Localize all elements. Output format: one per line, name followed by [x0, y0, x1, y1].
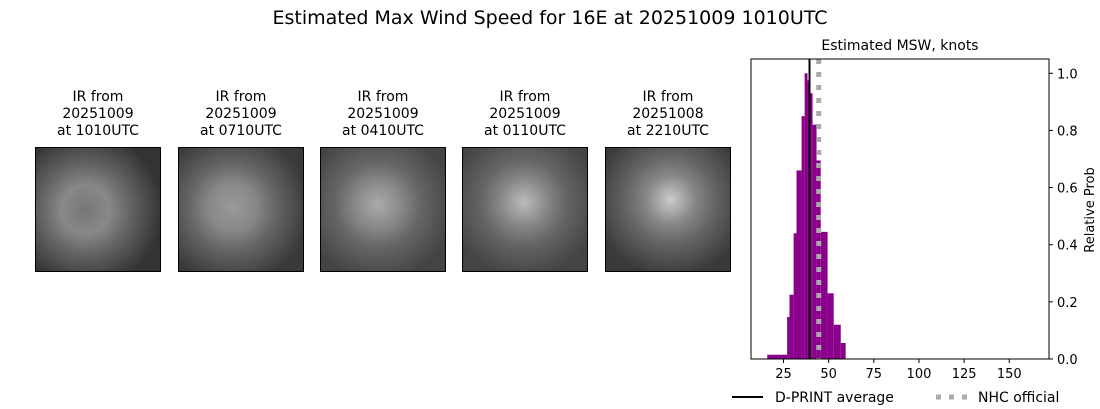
y-tick-label: 0.2 [1057, 296, 1078, 311]
histogram-bar [804, 73, 808, 360]
y-tick-label: 0.6 [1057, 182, 1078, 197]
histogram-bar [801, 116, 805, 360]
x-tick-label: 25 [775, 367, 792, 382]
ir-panel-title-line3: at 0410UTC [342, 123, 424, 139]
chart-title: Estimated MSW, knots [821, 38, 978, 54]
ir-satellite-image [605, 147, 731, 272]
x-tick-label: 100 [907, 367, 932, 382]
ir-panel-title-line3: at 0710UTC [200, 123, 282, 139]
x-tick-label: 125 [952, 367, 977, 382]
ir-satellite-image [35, 147, 161, 272]
y-axis-label: Relative Prob [1083, 167, 1098, 252]
ir-panel-title-line1: IR from [499, 89, 551, 105]
ir-panel: IR from 20251009 at 0710UTC [178, 89, 304, 272]
histogram-bar [787, 317, 790, 359]
ir-panel: IR from 20251009 at 1010UTC [35, 89, 161, 272]
ir-panel-title-line3: at 1010UTC [57, 123, 139, 139]
x-tick-label: 75 [866, 367, 883, 382]
ir-panel: IR from 20251009 at 0410UTC [320, 89, 446, 272]
ir-panel-title-line2: 20251009 [205, 106, 277, 122]
histogram-bar [796, 170, 802, 359]
ir-panel-title-line3: at 0110UTC [484, 123, 566, 139]
y-tick-label: 0.0 [1057, 353, 1078, 368]
y-tick-label: 0.8 [1057, 124, 1078, 139]
legend-nhc-label: NHC official [978, 390, 1059, 406]
ir-panel-title-line1: IR from [215, 89, 267, 105]
ir-satellite-image [178, 147, 304, 272]
histogram-bar [816, 160, 821, 359]
histogram-bar [812, 124, 817, 359]
histogram-bar [827, 293, 834, 359]
ir-panel: IR from 20251009 at 0110UTC [462, 89, 588, 272]
ir-panel-title-line2: 20251009 [347, 106, 419, 122]
ir-panel-title-line1: IR from [357, 89, 409, 105]
histogram-bar [789, 294, 794, 359]
plot-frame [750, 58, 1050, 360]
ir-panel: IR from 20251008 at 2210UTC [605, 89, 731, 272]
histogram-bar [840, 343, 846, 359]
histogram-bar [809, 93, 813, 360]
ir-panel-title-line3: at 2210UTC [627, 123, 709, 139]
ir-satellite-image [320, 147, 446, 272]
histogram-bar [767, 354, 788, 359]
ir-panel-title-line1: IR from [72, 89, 124, 105]
ir-panel-title-line2: 20251008 [632, 106, 704, 122]
ir-panel-title-line2: 20251009 [62, 106, 134, 122]
y-tick-label: 0.4 [1057, 239, 1078, 254]
histogram-bar [833, 324, 841, 359]
ir-panel-title-line1: IR from [642, 89, 694, 105]
x-tick-label: 150 [997, 367, 1022, 382]
figure-title: Estimated Max Wind Speed for 16E at 2025… [272, 7, 828, 29]
ir-panel-title-line2: 20251009 [489, 106, 561, 122]
histogram-bar [820, 231, 828, 359]
histogram-bar [793, 233, 797, 359]
ir-satellite-image [462, 147, 588, 272]
y-tick-label: 1.0 [1057, 67, 1078, 82]
legend-dprint-label: D-PRINT average [775, 390, 894, 406]
x-tick-label: 50 [820, 367, 837, 382]
